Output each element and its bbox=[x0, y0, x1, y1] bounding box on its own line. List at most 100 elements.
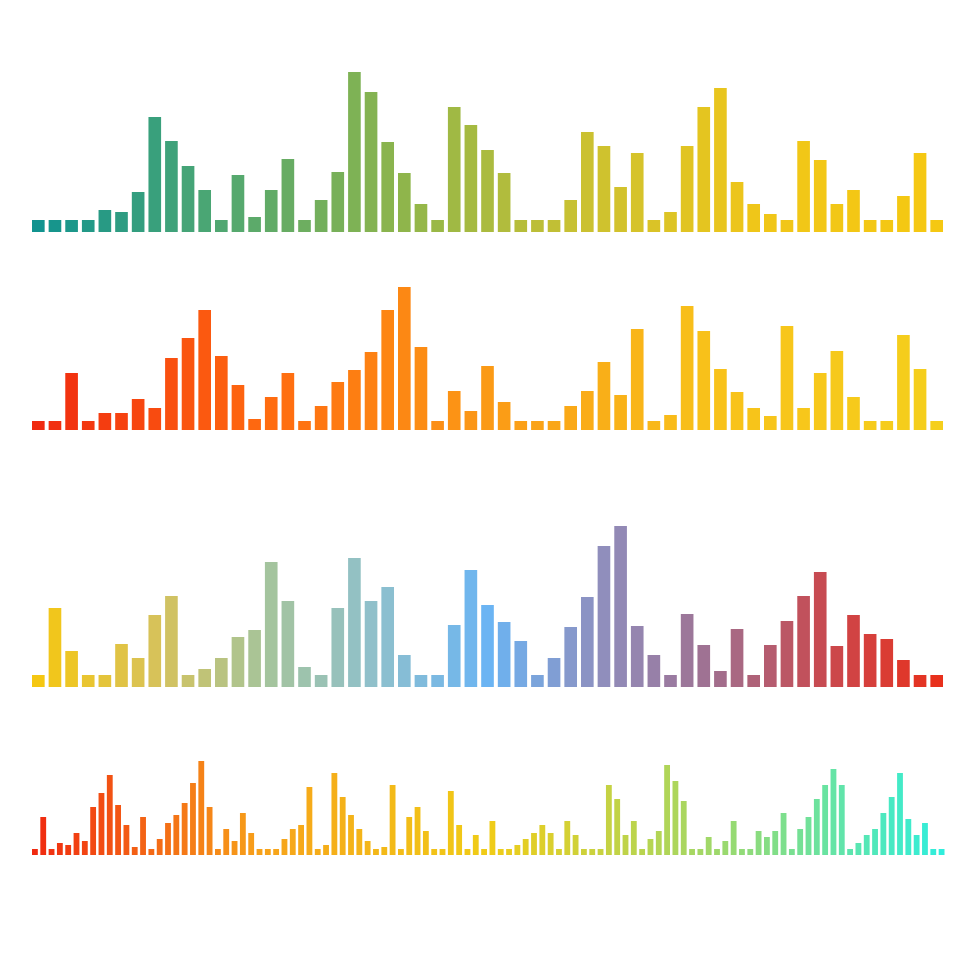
bar bbox=[755, 831, 762, 855]
bar bbox=[572, 835, 579, 855]
bar bbox=[98, 413, 112, 430]
bar bbox=[705, 837, 712, 855]
bar bbox=[564, 627, 578, 687]
bar bbox=[764, 645, 777, 687]
bar bbox=[905, 819, 912, 855]
bar bbox=[464, 849, 471, 855]
bar bbox=[215, 356, 228, 430]
bar bbox=[148, 408, 162, 430]
bar bbox=[90, 807, 97, 855]
bar bbox=[73, 833, 80, 855]
bar bbox=[697, 331, 711, 430]
bar bbox=[314, 675, 328, 687]
bar bbox=[747, 849, 754, 855]
bar bbox=[106, 775, 113, 855]
bar bbox=[913, 835, 920, 855]
bar bbox=[231, 175, 245, 232]
bar bbox=[780, 621, 794, 687]
bar bbox=[680, 306, 694, 430]
bar bbox=[248, 630, 261, 687]
bar bbox=[622, 835, 629, 855]
bar bbox=[373, 849, 379, 855]
bar bbox=[897, 196, 910, 232]
bar bbox=[655, 831, 662, 855]
bar bbox=[830, 204, 844, 232]
bar bbox=[264, 190, 278, 232]
bar bbox=[148, 117, 162, 232]
bar bbox=[231, 841, 238, 855]
bar bbox=[298, 220, 311, 232]
bar bbox=[830, 351, 844, 430]
bar bbox=[805, 817, 812, 855]
bar bbox=[131, 399, 145, 430]
bar bbox=[547, 833, 554, 855]
bar bbox=[298, 667, 311, 687]
bar bbox=[281, 839, 288, 855]
bar bbox=[714, 849, 720, 855]
bar bbox=[81, 421, 95, 430]
bar bbox=[539, 825, 546, 855]
bar bbox=[239, 813, 246, 855]
bar bbox=[913, 675, 927, 687]
bar bbox=[697, 645, 711, 687]
bar bbox=[65, 220, 78, 232]
bar bbox=[431, 849, 438, 855]
bar bbox=[489, 821, 496, 855]
bar bbox=[664, 415, 677, 430]
bar bbox=[813, 373, 827, 430]
bar bbox=[647, 839, 654, 855]
bar bbox=[730, 182, 744, 232]
bar bbox=[264, 562, 278, 687]
bar bbox=[497, 622, 511, 687]
bar bbox=[930, 675, 944, 687]
bar bbox=[181, 166, 195, 232]
bar bbox=[630, 821, 637, 855]
bar bbox=[838, 785, 845, 855]
bar bbox=[422, 831, 429, 855]
bar bbox=[797, 596, 810, 687]
bar bbox=[381, 847, 388, 855]
bar bbox=[248, 833, 255, 855]
bar bbox=[298, 825, 305, 855]
bar bbox=[32, 675, 45, 687]
bar bbox=[614, 395, 627, 430]
bar bbox=[930, 220, 944, 232]
bar bbox=[165, 141, 178, 232]
bar bbox=[165, 596, 178, 687]
bar bbox=[697, 849, 704, 855]
bar bbox=[714, 369, 727, 430]
bar bbox=[56, 843, 63, 855]
bar bbox=[888, 797, 895, 855]
bar bbox=[48, 421, 62, 430]
bar bbox=[140, 817, 146, 855]
bar bbox=[514, 220, 528, 232]
bar bbox=[472, 835, 479, 855]
bar bbox=[880, 639, 894, 687]
bar bbox=[639, 849, 646, 855]
bar bbox=[938, 849, 945, 855]
bar bbox=[647, 421, 661, 430]
bar bbox=[630, 153, 644, 232]
bar bbox=[481, 849, 488, 855]
bar bbox=[697, 107, 711, 232]
bar bbox=[256, 849, 263, 855]
bar bbox=[913, 369, 927, 430]
bar bbox=[339, 797, 346, 855]
bar bbox=[522, 839, 529, 855]
bar bbox=[556, 849, 562, 855]
bar bbox=[231, 385, 245, 430]
bar bbox=[81, 675, 95, 687]
bar bbox=[131, 847, 138, 855]
bar bbox=[348, 370, 361, 430]
bar bbox=[115, 644, 128, 687]
bar bbox=[198, 669, 212, 687]
bar bbox=[364, 601, 378, 687]
bar bbox=[897, 773, 903, 855]
bar bbox=[206, 807, 213, 855]
bar bbox=[223, 829, 230, 855]
bar bbox=[564, 821, 571, 855]
bar bbox=[447, 625, 461, 687]
bar bbox=[597, 362, 611, 430]
bar bbox=[514, 421, 528, 430]
bar bbox=[123, 825, 130, 855]
